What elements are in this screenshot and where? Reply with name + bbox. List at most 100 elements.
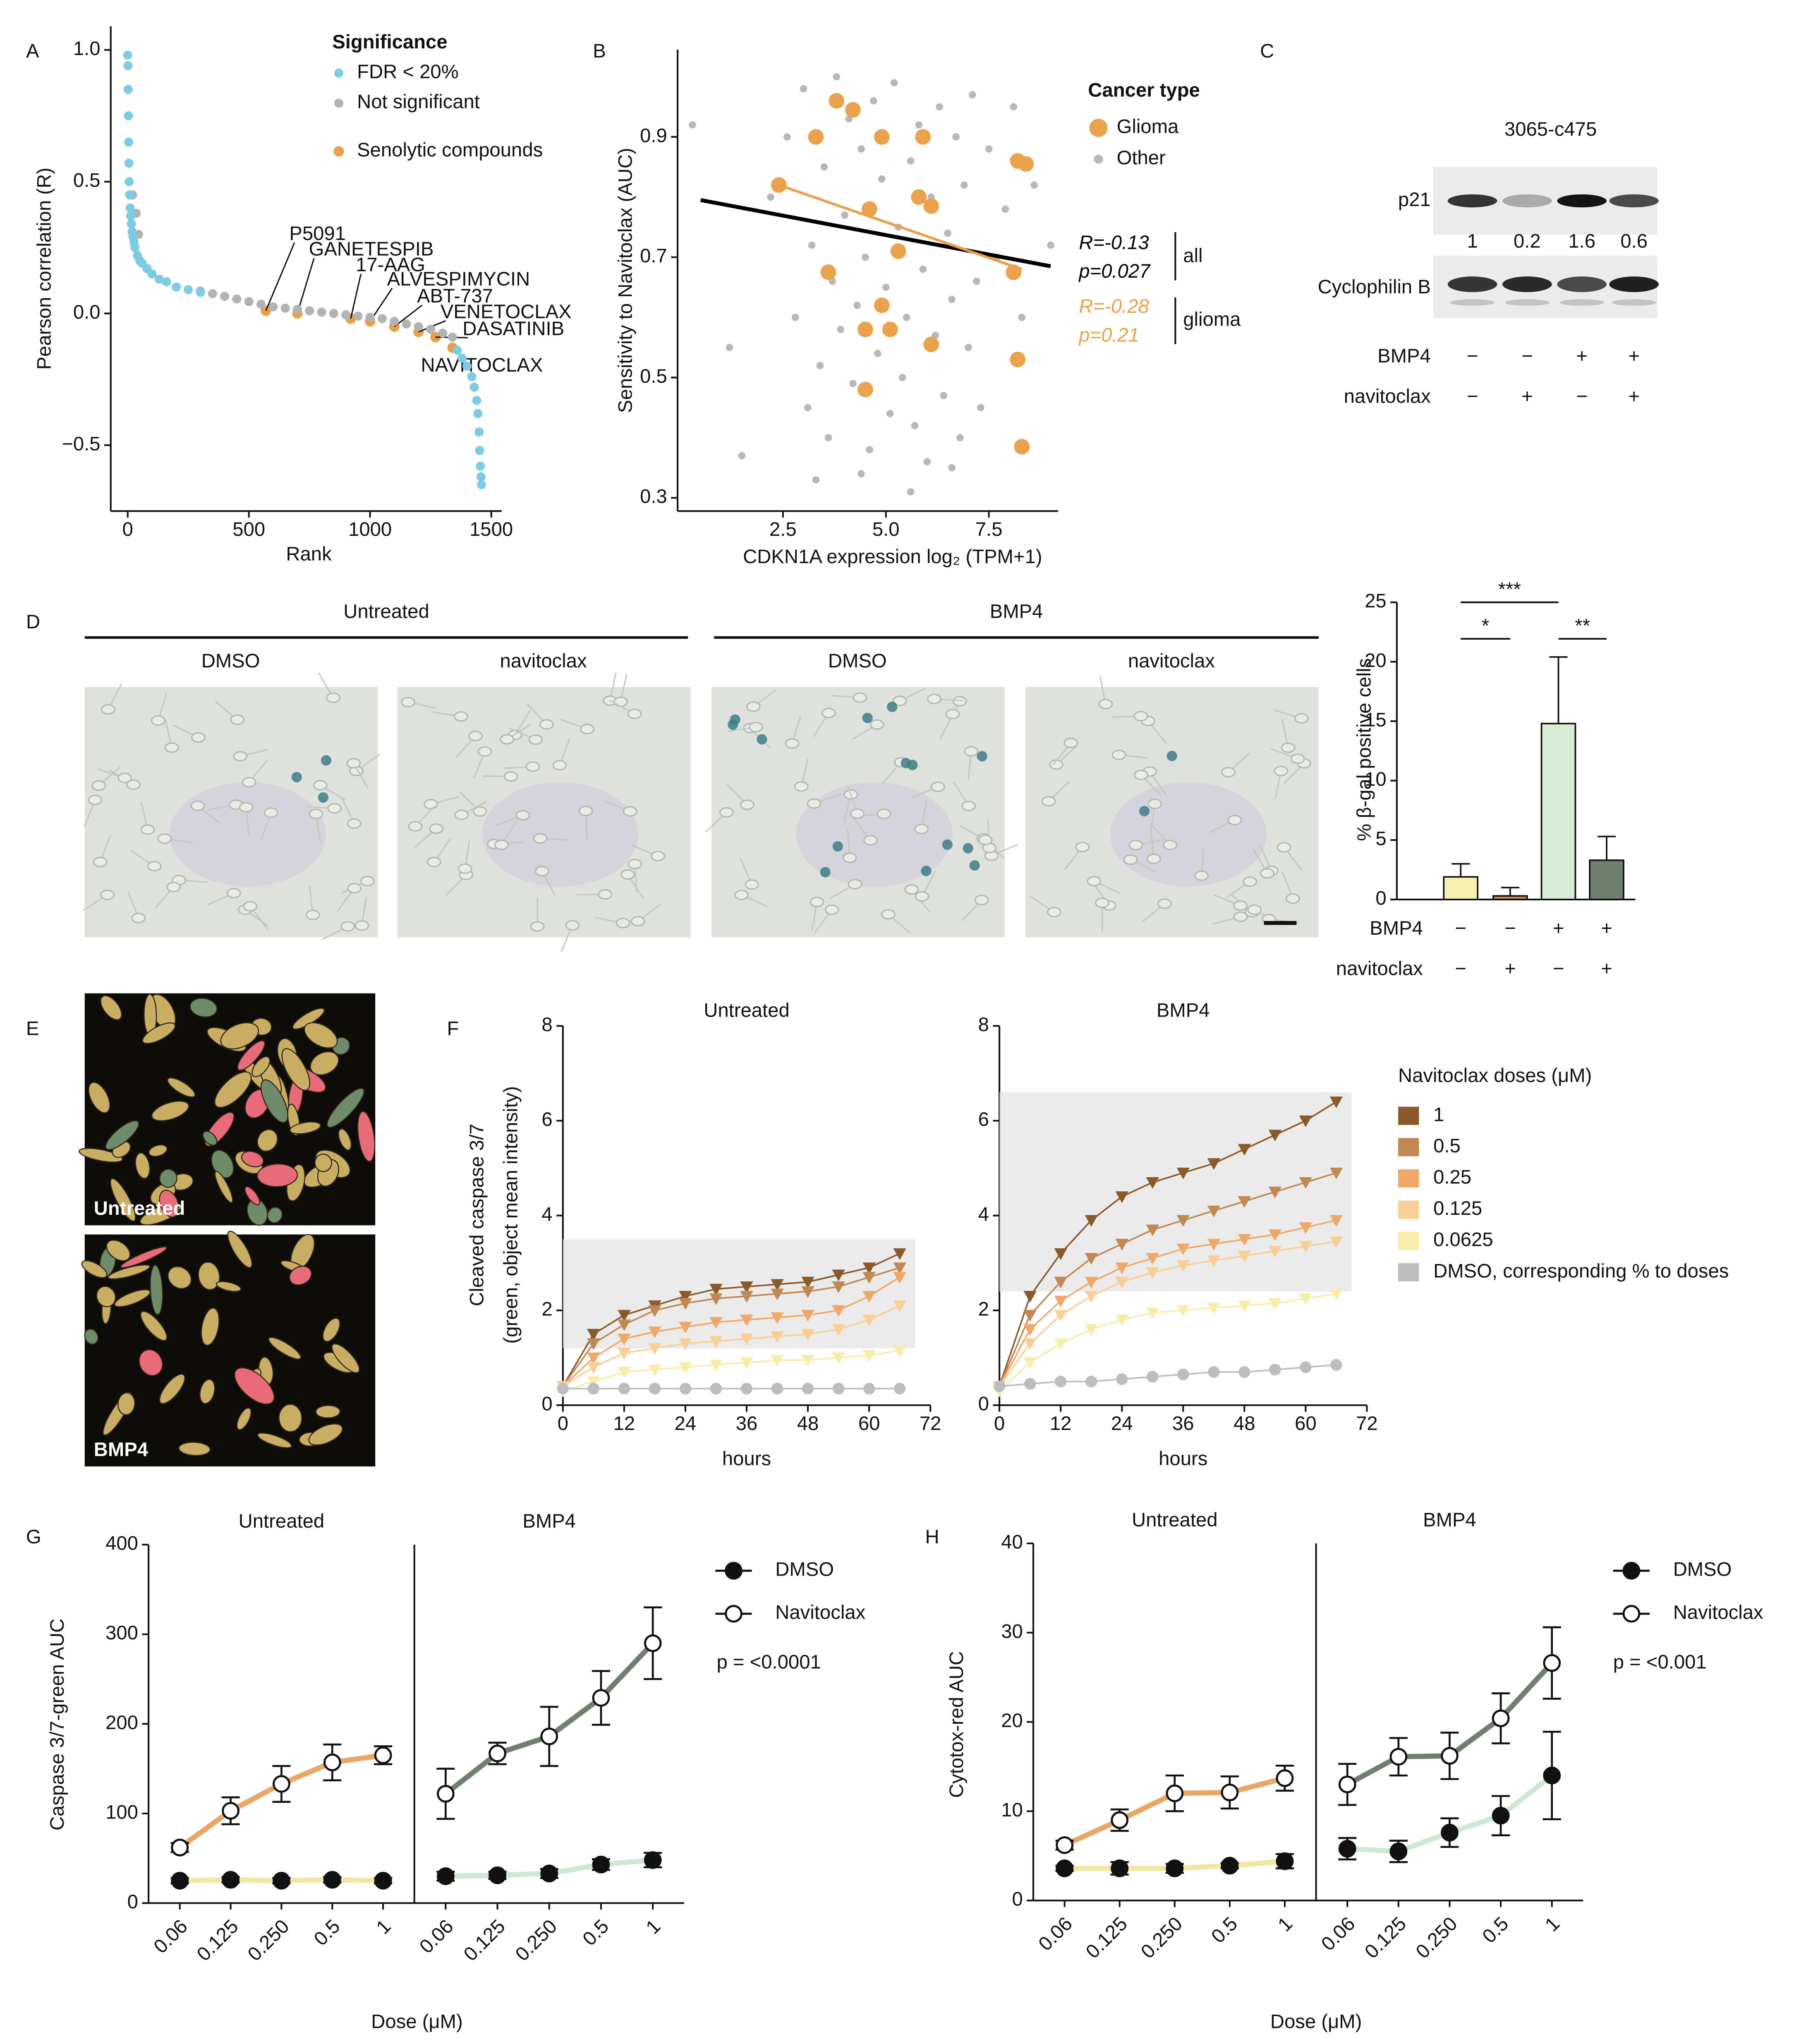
point bbox=[125, 177, 134, 187]
y-tick-label: 20 bbox=[1365, 650, 1387, 672]
stained-cell bbox=[1139, 806, 1150, 816]
cell bbox=[853, 692, 867, 703]
condition-sign: − bbox=[1455, 917, 1466, 939]
point bbox=[740, 1334, 753, 1346]
x-tick-label: 0.06 bbox=[1034, 1913, 1077, 1955]
y-tick-label: 1.0 bbox=[73, 38, 101, 60]
cell bbox=[1041, 796, 1056, 807]
cell bbox=[494, 840, 509, 850]
point bbox=[124, 111, 133, 120]
cell bbox=[533, 833, 548, 844]
cell bbox=[552, 760, 567, 771]
condition-sign: + bbox=[1628, 386, 1640, 408]
point bbox=[878, 175, 886, 183]
point bbox=[1014, 439, 1030, 455]
cell bbox=[628, 859, 642, 869]
point bbox=[1115, 1276, 1128, 1288]
point bbox=[618, 1348, 631, 1360]
segmented-cell bbox=[189, 998, 218, 1018]
legend-title: Navitoclax doses (μM) bbox=[1398, 1065, 1592, 1087]
segmented-cell bbox=[322, 1317, 340, 1342]
point bbox=[853, 302, 861, 309]
series-line bbox=[999, 1101, 1337, 1387]
point bbox=[540, 1864, 558, 1883]
x-tick-label: 12 bbox=[613, 1413, 635, 1435]
point bbox=[738, 452, 746, 460]
point bbox=[147, 269, 157, 279]
segmented-cell bbox=[201, 1307, 220, 1346]
y-tick-label: 2 bbox=[541, 1298, 552, 1320]
segmented-cell bbox=[199, 1379, 216, 1404]
point bbox=[866, 446, 873, 453]
y-tick-label: 0.9 bbox=[640, 125, 667, 146]
group-label: BMP4 bbox=[990, 600, 1043, 622]
condition-sign: − bbox=[1521, 345, 1533, 367]
segmented-cell bbox=[108, 1264, 151, 1280]
point bbox=[1010, 103, 1018, 110]
legend-label: 0.5 bbox=[1433, 1135, 1461, 1157]
point bbox=[919, 265, 927, 273]
point bbox=[1085, 1375, 1097, 1388]
legend-title: Significance bbox=[332, 31, 447, 53]
point bbox=[886, 410, 894, 417]
point-label: GANETESPIB bbox=[309, 238, 434, 260]
condition-sign: + bbox=[1601, 957, 1612, 979]
point bbox=[648, 1364, 661, 1376]
cell bbox=[401, 697, 415, 708]
legend-swatch bbox=[1398, 1106, 1419, 1125]
cell bbox=[131, 913, 146, 924]
cell bbox=[515, 810, 530, 820]
point bbox=[436, 1867, 455, 1885]
point bbox=[824, 434, 832, 441]
cell bbox=[1123, 854, 1138, 865]
point bbox=[1268, 1246, 1282, 1258]
segmented-cell bbox=[326, 1087, 365, 1128]
point bbox=[1389, 1842, 1408, 1860]
cell bbox=[745, 879, 759, 890]
cell bbox=[964, 746, 979, 757]
point bbox=[272, 1871, 290, 1890]
point bbox=[1024, 1378, 1036, 1390]
stained-cell bbox=[921, 866, 932, 876]
point-label: NAVITOCLAX bbox=[421, 354, 543, 376]
point bbox=[862, 253, 869, 261]
segmented-cell bbox=[214, 1171, 233, 1203]
blot-band bbox=[1609, 194, 1659, 208]
segmented-cell bbox=[100, 995, 122, 1020]
cell bbox=[427, 856, 441, 867]
point bbox=[1238, 1300, 1251, 1312]
point bbox=[771, 1331, 784, 1343]
point bbox=[1018, 314, 1026, 321]
point bbox=[857, 321, 873, 338]
series-line bbox=[999, 1293, 1337, 1392]
blot-quantification: 0.6 bbox=[1620, 230, 1648, 252]
image-label: Untreated bbox=[94, 1197, 185, 1219]
x-tick-label: 0.250 bbox=[511, 1915, 561, 1965]
x-tick-label: 0.125 bbox=[1360, 1913, 1411, 1963]
segmented-cell bbox=[159, 1373, 186, 1404]
cell bbox=[242, 777, 256, 788]
point bbox=[833, 73, 841, 81]
cell bbox=[151, 715, 165, 726]
fit-statistic: p=0.027 bbox=[1078, 260, 1151, 282]
point bbox=[467, 372, 477, 381]
cell bbox=[869, 719, 884, 730]
point bbox=[679, 1291, 692, 1303]
cell bbox=[1047, 907, 1061, 918]
point bbox=[952, 133, 960, 141]
x-axis-title: CDKN1A expression log₂ (TPM+1) bbox=[743, 546, 1042, 568]
cell bbox=[1075, 842, 1090, 852]
legend-label: Not significant bbox=[357, 91, 480, 113]
x-tick-label: 60 bbox=[858, 1413, 880, 1435]
point bbox=[374, 1746, 392, 1764]
point bbox=[1054, 1310, 1067, 1322]
cell bbox=[354, 920, 369, 931]
point bbox=[1085, 1324, 1098, 1336]
point bbox=[1299, 1222, 1313, 1234]
cell bbox=[457, 863, 472, 874]
y-tick-label: 200 bbox=[105, 1712, 138, 1734]
point bbox=[802, 1382, 814, 1395]
x-tick-label: 24 bbox=[1111, 1413, 1133, 1435]
legend-marker bbox=[1089, 119, 1108, 137]
